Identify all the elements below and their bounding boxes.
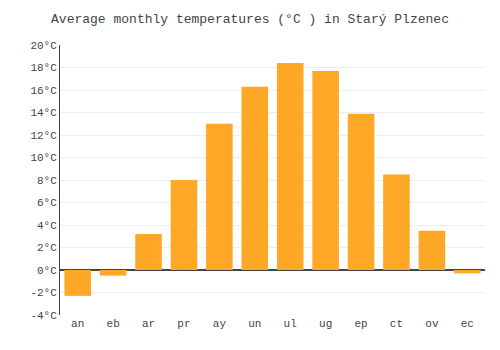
svg-text:ct: ct (390, 318, 403, 330)
svg-text:4°C: 4°C (37, 220, 57, 232)
svg-text:20°C: 20°C (30, 40, 57, 52)
svg-text:-2°C: -2°C (30, 287, 57, 299)
svg-text:10°C: 10°C (30, 152, 57, 164)
svg-text:un: un (248, 318, 261, 330)
svg-text:6°C: 6°C (37, 197, 57, 209)
svg-text:ec: ec (461, 318, 474, 330)
svg-text:12°C: 12°C (30, 130, 57, 142)
svg-text:eb: eb (107, 318, 120, 330)
svg-text:14°C: 14°C (30, 107, 57, 119)
svg-text:Average monthly temperatures (: Average monthly temperatures (°C ) in St… (51, 12, 449, 27)
svg-text:ay: ay (213, 318, 227, 330)
svg-text:2°C: 2°C (37, 242, 57, 254)
svg-text:18°C: 18°C (30, 62, 57, 74)
svg-text:8°C: 8°C (37, 175, 57, 187)
svg-text:-4°C: -4°C (30, 310, 57, 322)
svg-text:0°C: 0°C (37, 265, 57, 277)
svg-text:an: an (71, 318, 84, 330)
svg-text:ar: ar (142, 318, 155, 330)
svg-text:16°C: 16°C (30, 85, 57, 97)
svg-text:ov: ov (425, 318, 439, 330)
svg-text:ul: ul (284, 318, 297, 330)
svg-text:ep: ep (354, 318, 367, 330)
svg-text:ug: ug (319, 318, 332, 330)
svg-text:pr: pr (177, 318, 190, 330)
